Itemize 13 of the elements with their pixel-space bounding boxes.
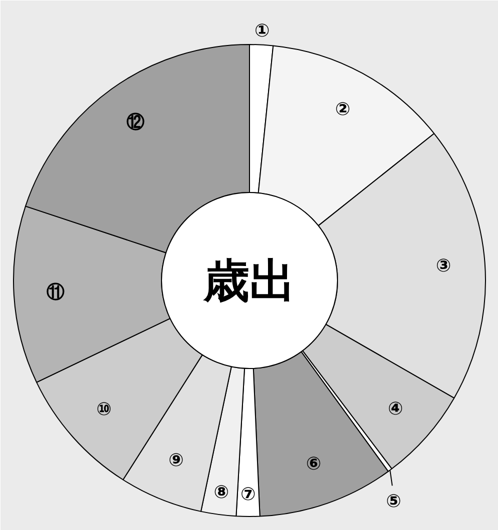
slice-label: ② <box>335 99 350 120</box>
slice-label: ⑦ <box>240 484 256 505</box>
slice-label: ⑩ <box>96 399 112 420</box>
slice-label: ⑨ <box>168 450 184 472</box>
slice-label: ① <box>254 20 270 42</box>
slice-label: ⑤ <box>386 491 402 512</box>
slice-label: ⑧ <box>214 482 229 503</box>
slice-label: ③ <box>436 255 452 276</box>
text: 歳出 <box>202 254 296 308</box>
slice-label: ④ <box>388 398 404 420</box>
slice-label: ⑪ <box>46 282 64 304</box>
slice-label: ⑥ <box>306 454 322 475</box>
slice-label: ⑫ <box>126 112 145 134</box>
